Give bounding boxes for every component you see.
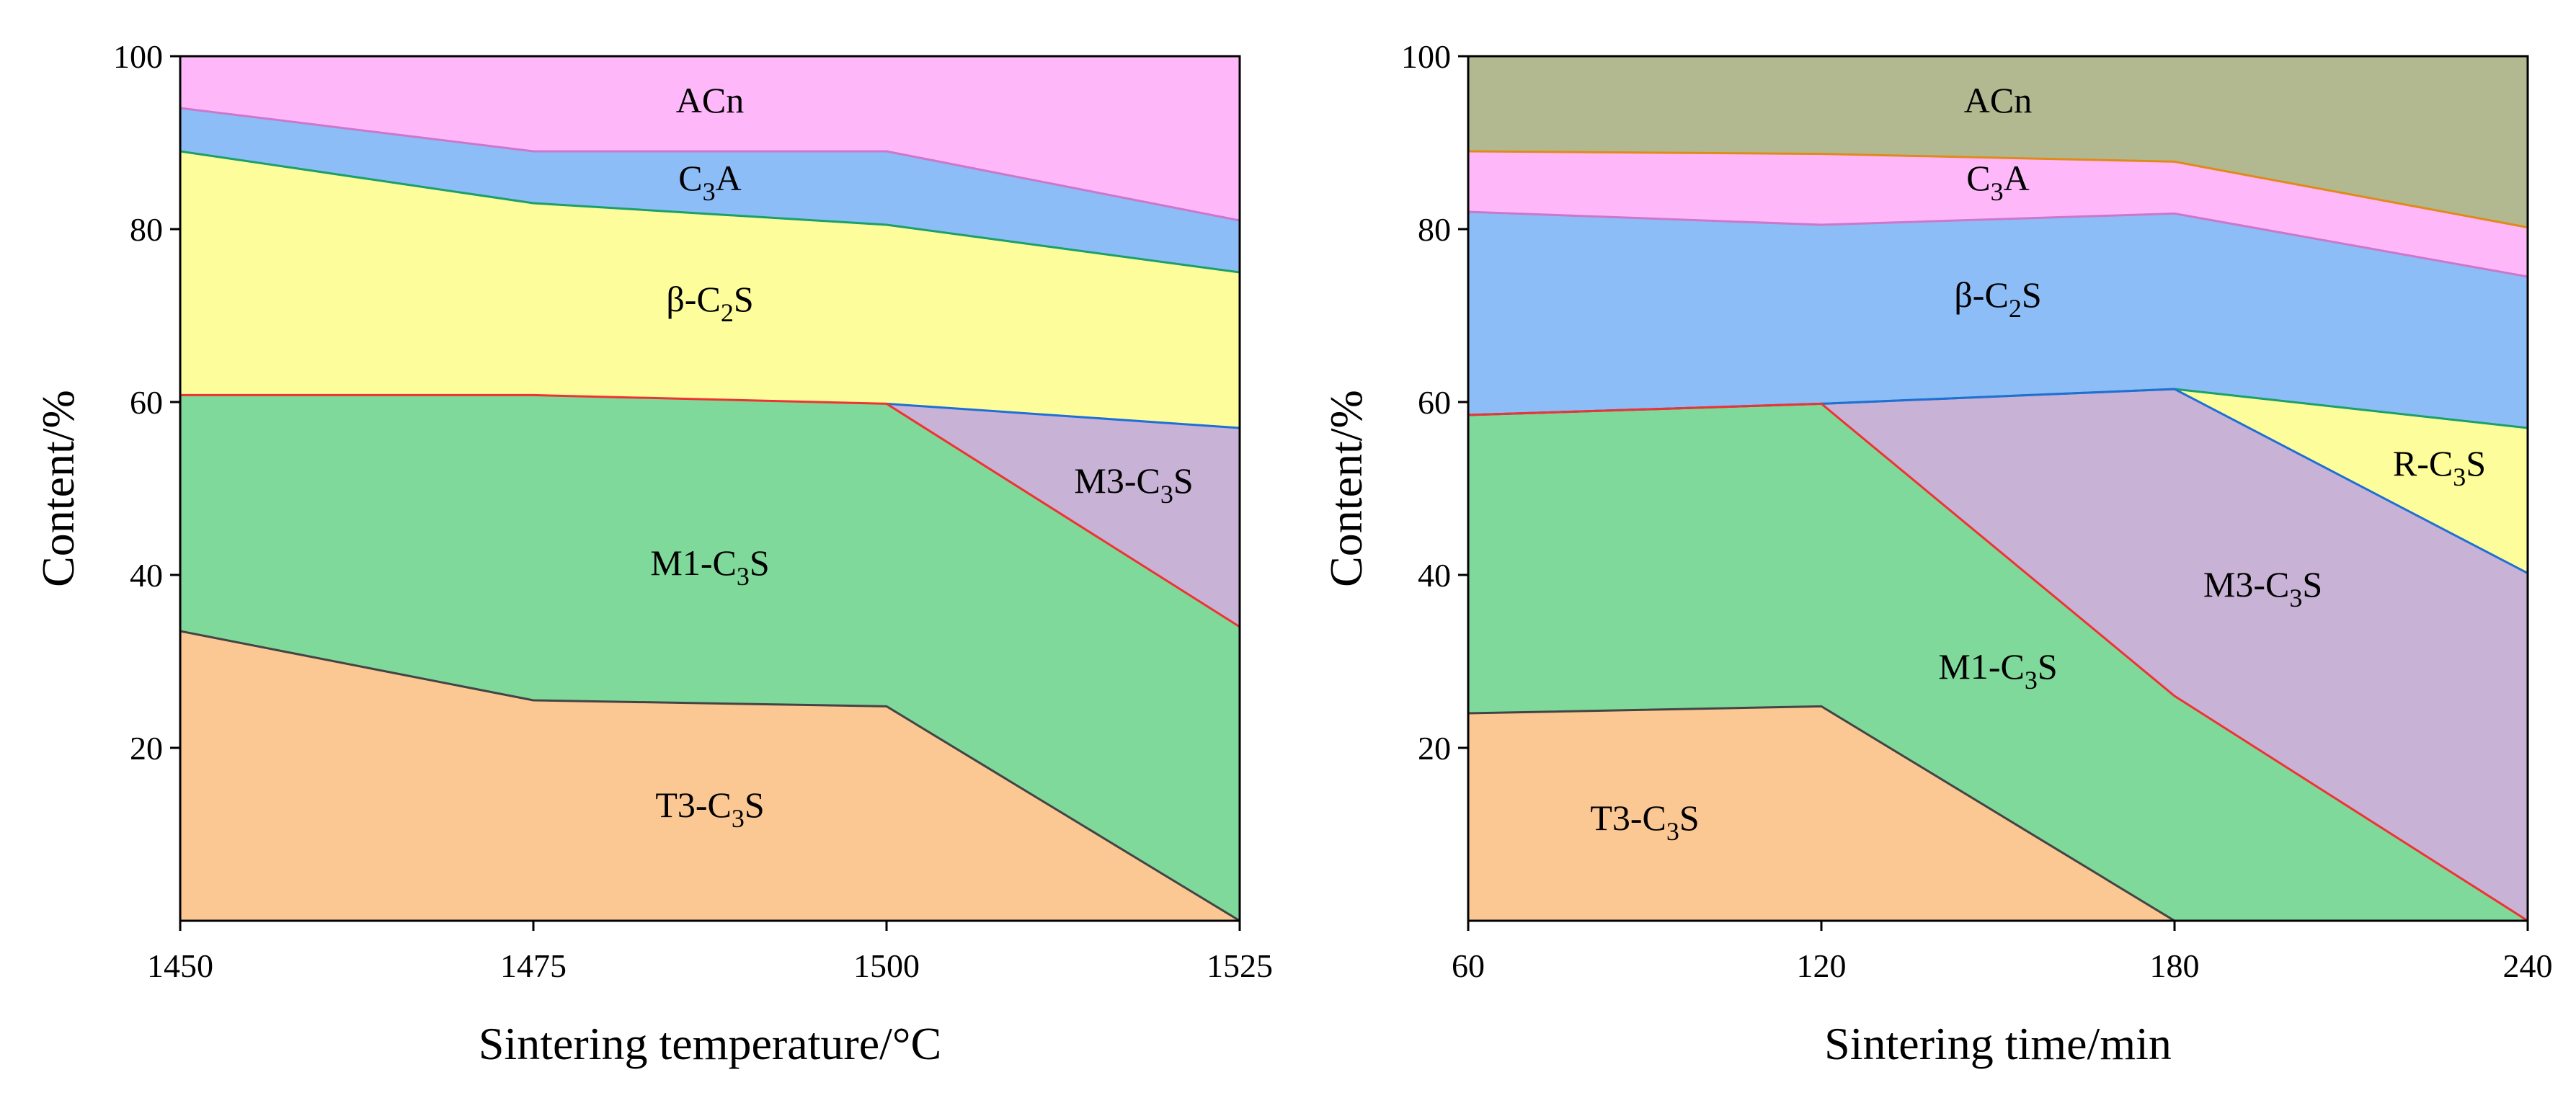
y-axis-title: Content/% xyxy=(1320,390,1372,587)
area-m1-c3s xyxy=(180,395,1240,921)
line-top-beta-c2s xyxy=(1467,210,2528,278)
x-tick-label: 1475 xyxy=(500,947,567,984)
region-label-beta-c2s: β-C2S xyxy=(666,279,753,327)
region-label-m3-c3s: M3-C3S xyxy=(1074,460,1193,509)
x-axis-title: Sintering temperature/°C xyxy=(479,1018,941,1069)
area-m3-c3s xyxy=(1468,389,2528,921)
plot-frame xyxy=(1467,55,2529,922)
x-tick-label: 1450 xyxy=(147,947,213,984)
region-label-acn: ACn xyxy=(1964,80,2032,120)
y-tick-label: 100 xyxy=(1401,38,1451,75)
x-tick-label: 240 xyxy=(2503,947,2553,984)
line-top-m1-c3s xyxy=(1467,402,2528,922)
right-chart-panel: T3-C3S M1-C3S M3-C3S R-C3S β-C2S C3A ACn 60 120 1… xyxy=(1288,0,2576,1094)
y-tick-label: 40 xyxy=(1418,557,1451,594)
region-label-m1-c3s: M1-C3S xyxy=(1938,646,2057,695)
y-tick-label: 80 xyxy=(1418,211,1451,248)
y-axis: 20 40 60 80 100 Content/% xyxy=(32,38,180,767)
y-axis: 20 40 60 80 100 Content/% xyxy=(1320,38,1468,767)
area-t3-c3s xyxy=(1468,706,2528,921)
y-axis-title: Content/% xyxy=(32,390,84,587)
region-label-m3-c3s: M3-C3S xyxy=(2203,564,2322,612)
area-beta-c2s xyxy=(1468,212,2528,428)
plot-frame xyxy=(179,55,1241,922)
x-tick-label: 1500 xyxy=(853,947,920,984)
region-labels: T3-C3S M1-C3S M3-C3S β-C2S C3A ACn xyxy=(650,80,1193,833)
area-c3a xyxy=(1468,151,2528,277)
area-beta-c2s xyxy=(180,151,1240,428)
left-chart-panel: T3-C3S M1-C3S M3-C3S β-C2S C3A ACn 1450 1475 150… xyxy=(0,0,1288,1094)
area-t3-c3s xyxy=(180,631,1240,921)
x-tick-label: 1525 xyxy=(1207,947,1273,984)
region-label-c3a: C3A xyxy=(1966,158,2029,206)
line-c3a-beta xyxy=(179,150,1240,274)
x-tick-label: 60 xyxy=(1452,947,1485,984)
temperature-chart: T3-C3S M1-C3S M3-C3S β-C2S C3A ACn 1450 1475 150… xyxy=(32,38,1273,1069)
area-layers xyxy=(1468,56,2528,921)
x-tick-label: 180 xyxy=(2150,947,2200,984)
region-label-t3-c3s: T3-C3S xyxy=(655,785,764,833)
x-axis: 60 120 180 240 Sintering time/min xyxy=(1452,921,2553,1069)
boundary-lines xyxy=(1467,150,2528,922)
area-acn xyxy=(180,56,1240,220)
line-m3-m1 xyxy=(180,393,1240,628)
y-tick-label: 60 xyxy=(1418,384,1451,421)
region-label-r-c3s: R-C3S xyxy=(2393,443,2486,491)
x-axis: 1450 1475 1500 1525 Sintering temperature/°C xyxy=(147,921,1273,1069)
region-label-t3-c3s: T3-C3S xyxy=(1590,798,1699,846)
area-c3a xyxy=(180,108,1240,272)
y-tick-label: 20 xyxy=(1418,730,1451,767)
region-label-beta-c2s: β-C2S xyxy=(1954,274,2041,323)
region-label-acn: ACn xyxy=(676,80,744,120)
region-labels: T3-C3S M1-C3S M3-C3S R-C3S β-C2S C3A ACn xyxy=(1590,80,2486,846)
line-top-c3a xyxy=(1467,150,2528,229)
area-acn xyxy=(1468,56,2528,228)
y-tick-label: 80 xyxy=(130,211,163,248)
area-m1-c3s xyxy=(1468,403,2528,921)
y-tick-label: 100 xyxy=(113,38,163,75)
line-beta-m3 xyxy=(886,402,1240,429)
line-acn-c3a xyxy=(179,107,1240,222)
y-tick-label: 40 xyxy=(130,557,163,594)
line-m1-t3 xyxy=(179,630,1240,922)
boundary-lines xyxy=(179,107,1240,922)
region-label-m1-c3s: M1-C3S xyxy=(650,543,769,591)
y-tick-label: 20 xyxy=(130,730,163,767)
x-tick-label: 120 xyxy=(1797,947,1847,984)
time-chart: T3-C3S M1-C3S M3-C3S R-C3S β-C2S C3A ACn 60 120 1… xyxy=(1320,38,2553,1069)
x-axis-title: Sintering time/min xyxy=(1824,1018,2172,1069)
region-label-c3a: C3A xyxy=(678,158,741,206)
y-tick-label: 60 xyxy=(130,384,163,421)
